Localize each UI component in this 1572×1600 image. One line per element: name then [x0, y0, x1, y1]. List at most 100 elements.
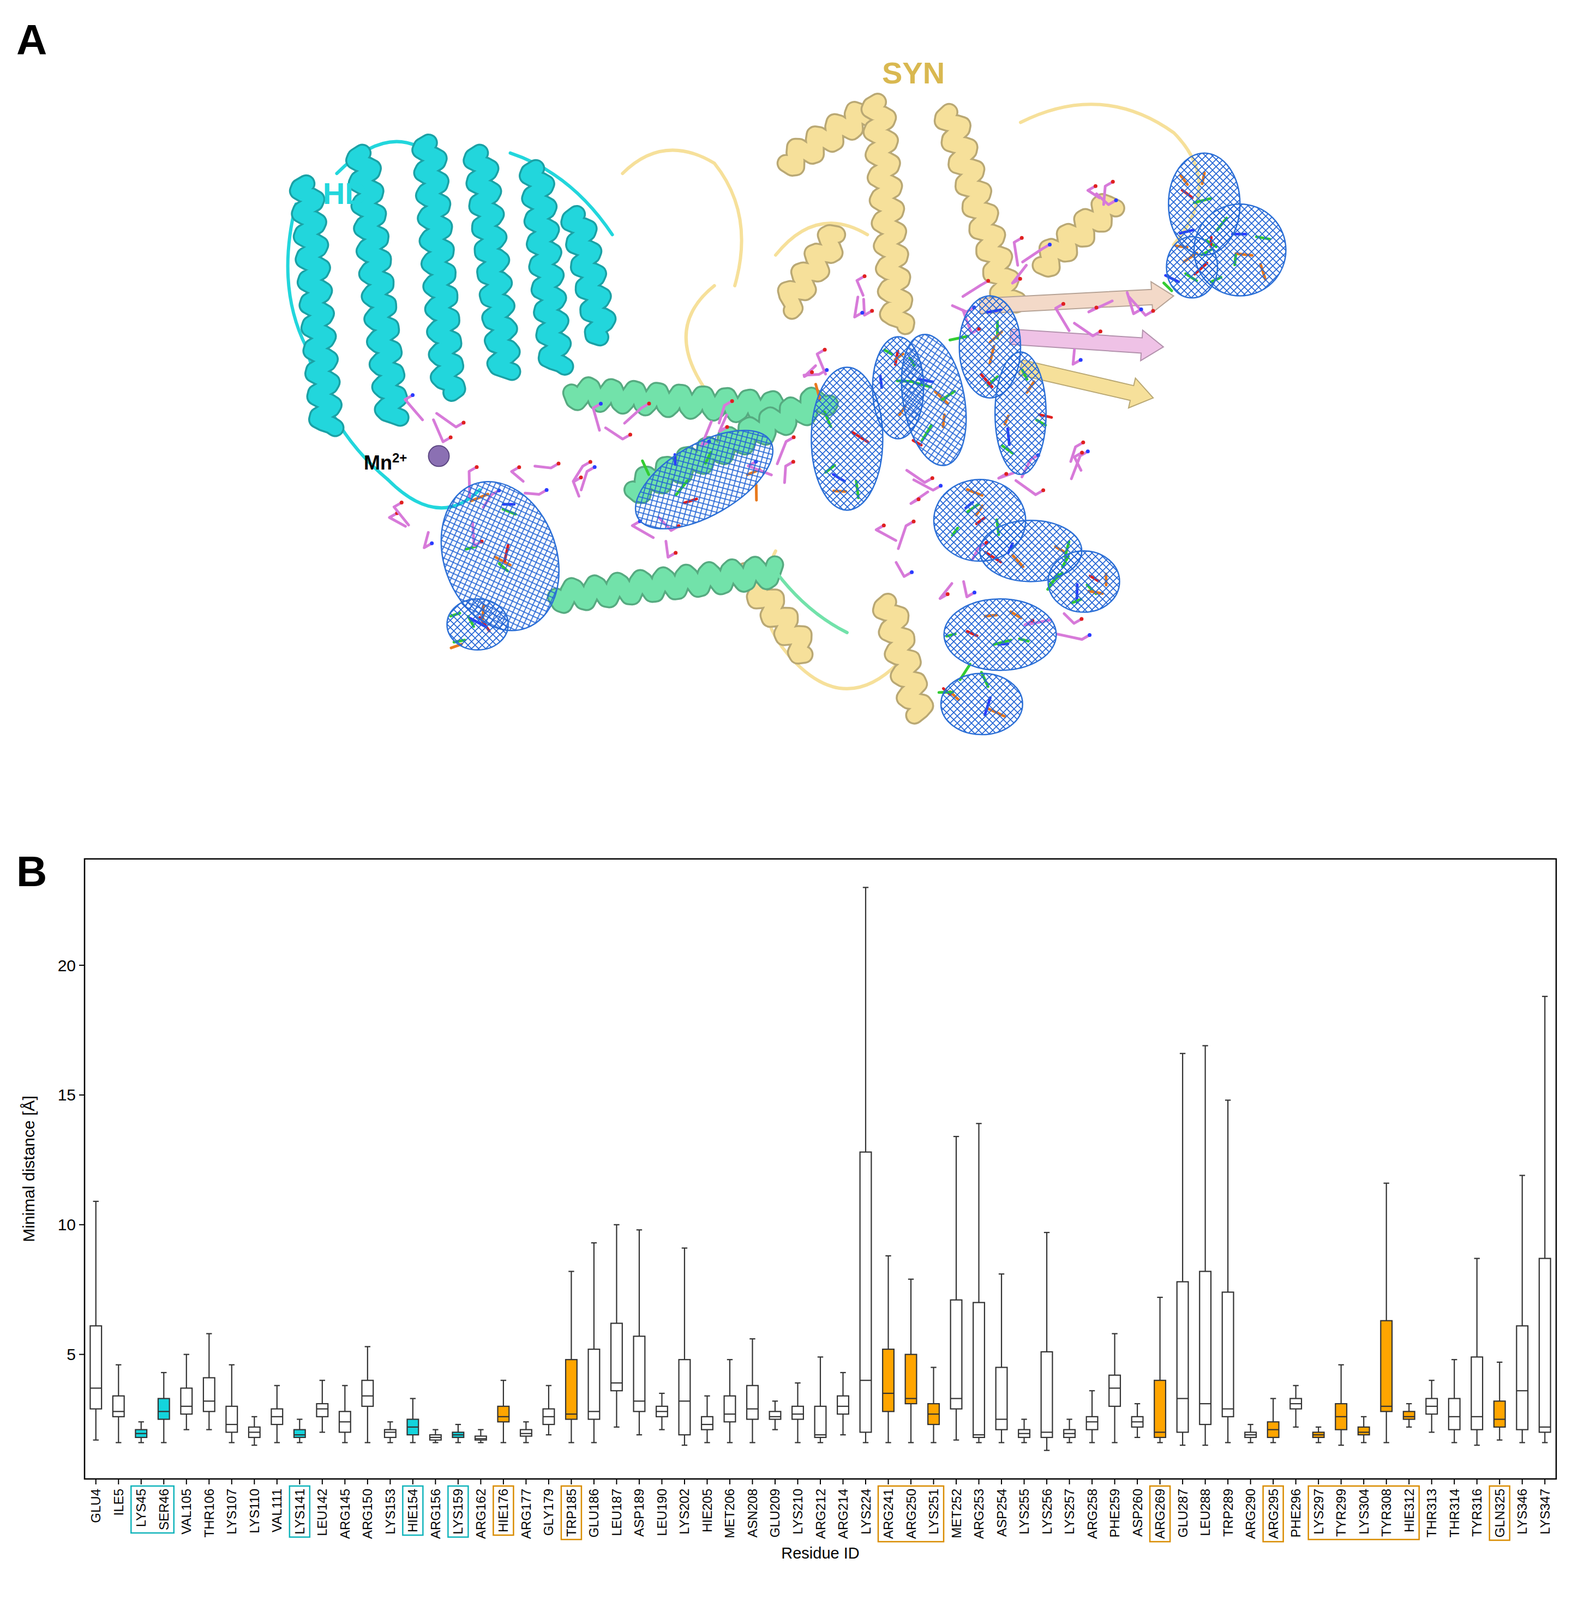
box-group	[1290, 1386, 1302, 1428]
whisker-cap	[1225, 1442, 1231, 1444]
median	[1312, 1434, 1325, 1436]
whisker-low	[1476, 1430, 1478, 1446]
whisker-low	[276, 1424, 278, 1443]
helix	[471, 153, 512, 372]
x-tick	[615, 1479, 617, 1485]
whisker-cap	[183, 1429, 190, 1431]
ligand-stick	[642, 460, 650, 475]
box	[837, 1396, 849, 1415]
whisker-cap	[817, 1442, 824, 1444]
structure-panel	[288, 102, 1287, 735]
atom	[1081, 440, 1085, 445]
whisker-high	[1091, 1390, 1093, 1418]
x-tick-label: ARG150	[360, 1489, 375, 1540]
whisker-cap	[319, 1431, 326, 1433]
whisker-cap	[387, 1421, 393, 1423]
side-chain	[624, 403, 650, 424]
box	[1471, 1357, 1483, 1430]
box-group	[520, 1422, 532, 1443]
box-group	[1063, 1419, 1076, 1444]
atom	[598, 402, 603, 406]
whisker-cap	[1429, 1380, 1435, 1382]
x-tick	[1023, 1479, 1025, 1485]
axes: 5101520GLU4ILE5LYS45SER46VAL105THR106LYS…	[19, 859, 1557, 1563]
helix	[528, 168, 566, 367]
x-tick-label: ARG145	[337, 1489, 353, 1540]
whisker-cap	[1066, 1418, 1072, 1420]
whisker-cap	[885, 1255, 891, 1257]
x-tick	[1136, 1479, 1138, 1485]
median	[882, 1393, 894, 1395]
whisker-cap	[772, 1429, 778, 1431]
whisker-high	[1431, 1380, 1433, 1399]
whisker-cap	[115, 1364, 122, 1366]
side-chain	[896, 562, 912, 577]
median	[203, 1400, 215, 1402]
atom	[912, 519, 916, 524]
x-tick-label: ASP189	[631, 1489, 647, 1538]
atom	[810, 370, 814, 375]
panel-label: B	[16, 847, 47, 896]
helix	[870, 102, 906, 326]
whisker-low	[117, 1417, 119, 1444]
box	[882, 1349, 894, 1412]
x-tick-label: ARG290	[1243, 1489, 1258, 1540]
loop	[775, 571, 848, 633]
whisker-cap	[1360, 1442, 1367, 1444]
whisker-high	[208, 1334, 210, 1379]
whisker-cap	[410, 1442, 416, 1444]
whisker-high	[1521, 1175, 1523, 1326]
x-tick	[1114, 1479, 1116, 1485]
box-group	[679, 1248, 691, 1446]
atom	[592, 465, 597, 470]
median	[860, 1380, 872, 1382]
median	[1471, 1416, 1483, 1418]
box-group	[837, 1372, 849, 1436]
whisker-high	[457, 1424, 459, 1433]
loop	[622, 150, 742, 286]
whisker-low	[684, 1435, 686, 1446]
x-tick-label: LYS297	[1311, 1489, 1326, 1535]
median	[158, 1411, 170, 1413]
whisker-low	[1136, 1427, 1138, 1438]
side-chain	[910, 492, 928, 504]
whisker-cap	[229, 1364, 235, 1366]
median	[361, 1395, 374, 1397]
x-tick-label: LYS257	[1062, 1489, 1077, 1535]
mn-ion	[428, 445, 450, 467]
box	[860, 1152, 872, 1433]
whisker-low	[1091, 1430, 1093, 1444]
whisker-cap	[636, 1229, 642, 1231]
x-tick	[367, 1479, 369, 1485]
x-tick-label: LEU288	[1197, 1489, 1213, 1537]
whisker-low	[955, 1409, 957, 1441]
side-chain	[525, 490, 547, 495]
whisker-cap	[1292, 1426, 1299, 1428]
median	[1358, 1431, 1370, 1433]
side-chain	[666, 541, 676, 558]
x-tick	[253, 1479, 255, 1485]
box	[271, 1409, 283, 1426]
whisker-cap	[953, 1440, 959, 1442]
side-chain	[1055, 303, 1070, 331]
median	[905, 1398, 917, 1400]
whisker-cap	[1156, 1442, 1163, 1444]
domain-label: HD	[322, 176, 368, 211]
atom	[1098, 329, 1103, 334]
whisker-cap	[998, 1273, 1005, 1275]
atom	[945, 592, 950, 597]
helix	[786, 233, 838, 311]
atom	[448, 435, 453, 440]
box-group	[271, 1386, 283, 1444]
x-tick	[434, 1479, 436, 1485]
label-highlight	[447, 1486, 468, 1538]
whisker-high	[1340, 1365, 1342, 1404]
whisker-cap	[613, 1426, 620, 1428]
x-tick-label: GLN325	[1492, 1489, 1508, 1538]
x-tick-label: TYR316	[1469, 1489, 1485, 1538]
box	[1494, 1401, 1506, 1428]
label-highlight	[130, 1486, 174, 1534]
box-group	[475, 1430, 487, 1444]
atom	[724, 425, 729, 430]
atom	[1114, 198, 1119, 203]
